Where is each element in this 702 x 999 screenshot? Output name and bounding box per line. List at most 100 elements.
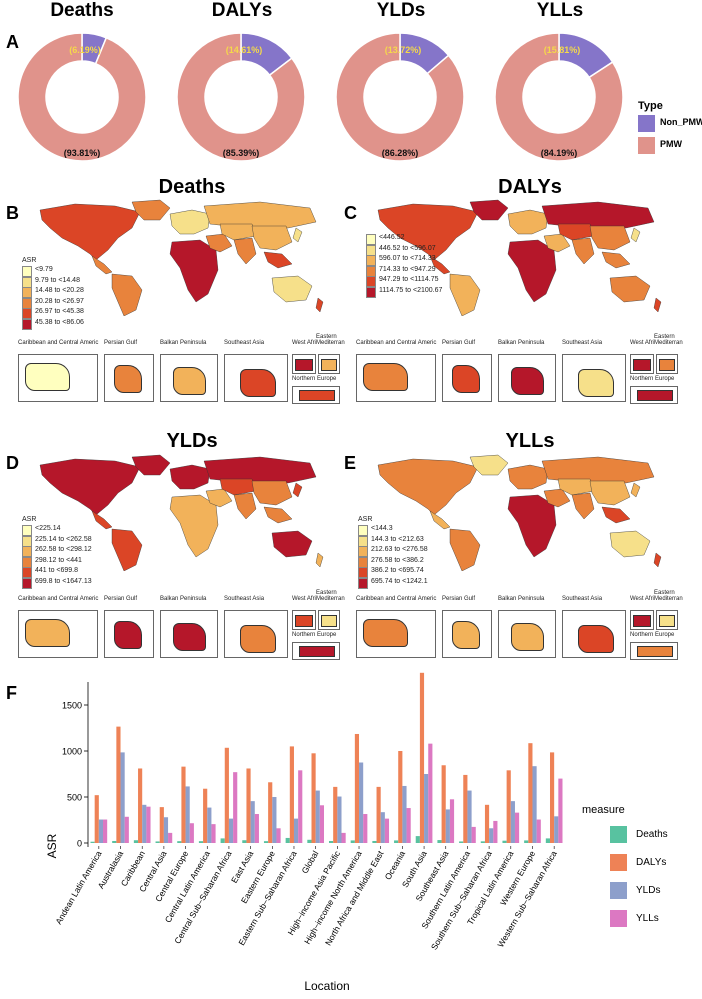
x-tick-label: Global — [299, 849, 320, 875]
inset-label-caribbean: Caribbean and Central Americ — [18, 596, 99, 602]
bar-ylds — [510, 801, 515, 843]
bar-ylds — [185, 786, 190, 843]
map-region-middle-east — [205, 488, 233, 508]
bar-ylls — [471, 826, 476, 843]
map-legend-swatch — [22, 287, 32, 298]
map-region-south-america — [111, 528, 143, 571]
map-region-russia — [541, 456, 655, 484]
inset-map-neurope — [630, 642, 678, 660]
bar-dalys — [138, 768, 143, 843]
bar-ylls — [449, 799, 455, 843]
legend-label-pmw: PMW — [660, 139, 682, 149]
map-legend-title: ASR — [22, 516, 37, 523]
map-legend-title: ASR — [358, 516, 373, 523]
bar-dalys — [268, 782, 273, 843]
bar-ylds — [250, 801, 255, 843]
inset-label-westafr: West Afri — [292, 340, 316, 346]
bar-ylds — [293, 818, 299, 843]
map-region-central-asia — [219, 223, 257, 241]
map-region-middle-east — [205, 233, 233, 253]
y-tick-label: 500 — [67, 793, 82, 803]
map-legend-label: 45.38 to <86.06 — [35, 318, 84, 326]
map-region-central-asia — [219, 478, 257, 496]
inset-label-neurope: Northern Europe — [292, 632, 337, 638]
inset-map-eastmed — [656, 354, 678, 374]
map-region-europe — [169, 209, 211, 235]
bar-dalys — [94, 795, 99, 843]
inset-label-caribbean: Caribbean and Central Americ — [356, 340, 437, 346]
y-tick-label: 0 — [77, 839, 82, 849]
bar-deaths — [90, 841, 95, 843]
type-legend-title: Type — [638, 100, 663, 112]
map-region-new-zealand — [315, 552, 324, 568]
map-region-south-america — [449, 273, 481, 316]
bar-ylls — [341, 832, 346, 843]
map-region-japan — [292, 227, 303, 243]
donut-ylds: (13.72%) (86.28%) — [335, 32, 465, 162]
bar-ylls — [189, 823, 194, 843]
map-legend-label: 695.74 to <1242.1 — [371, 577, 428, 585]
inset-label-westafr: West Afri — [630, 340, 654, 346]
map-region-central-asia — [557, 478, 595, 496]
map-legend-label: <225.14 — [35, 525, 61, 532]
map-region-china — [251, 225, 293, 251]
donut-label-non-pmw: (13.72%) — [385, 45, 422, 55]
inset-map-eastmed — [318, 354, 340, 374]
bar-dalys — [181, 766, 186, 843]
bar-ylls — [298, 770, 303, 843]
donut-title-ylls: YLLs — [536, 0, 584, 21]
map-legend-swatch — [22, 556, 32, 568]
inset-label-balkan: Balkan Peninsula — [498, 596, 545, 602]
bar-ylds — [163, 817, 169, 843]
map-legend-row: 695.74 to <1242.1 — [358, 577, 428, 589]
inset-map-balkan — [498, 610, 556, 658]
inset-label-balkan: Balkan Peninsula — [498, 340, 545, 346]
map-legend-swatch — [22, 546, 32, 557]
bar-deaths — [177, 841, 182, 843]
world-map-deaths — [39, 199, 324, 316]
bar-dalys — [203, 788, 208, 843]
map-legend-row: 262.58 to <298.12 — [22, 546, 92, 557]
map-region-africa — [507, 494, 557, 558]
bar-dalys — [159, 807, 164, 843]
map-region-middle-east — [543, 488, 571, 508]
map-legend-label: 26.97 to <45.38 — [35, 308, 84, 315]
map-region-new-zealand — [653, 552, 662, 568]
bar-dalys — [376, 786, 381, 843]
map-legend-row: 386.2 to <695.74 — [358, 567, 424, 578]
legend-swatch-ylls — [610, 910, 627, 927]
inset-label-balkan: Balkan Peninsula — [160, 340, 207, 346]
map-legend-label: <144.3 — [371, 525, 393, 532]
bar-dalys — [528, 743, 533, 843]
bar-ylls — [428, 743, 433, 843]
inset-label-seasia: Southeast Asia — [224, 596, 265, 602]
bar-ylls — [536, 819, 541, 843]
bar-deaths — [502, 840, 507, 843]
map-legend-label: 947.29 to <1114.75 — [379, 276, 439, 283]
bar-ylds — [272, 797, 277, 843]
inset-map-persian — [104, 610, 154, 658]
map-region-southeast-asia — [601, 251, 631, 269]
bar-ylls — [406, 808, 411, 843]
inset-map-westafr — [630, 354, 654, 374]
map-region-southeast-asia — [263, 506, 293, 524]
legend-swatch-deaths — [610, 826, 627, 843]
bar-ylds — [380, 812, 385, 843]
map-legend-label: <446.52 — [379, 234, 405, 241]
map-legend-swatch — [358, 546, 368, 557]
bar-ylds — [445, 809, 450, 843]
inset-label-eastmed: Eastern Mediterran — [316, 334, 345, 346]
panel-label-f: F — [6, 683, 17, 703]
map-legend-swatch — [366, 265, 376, 277]
map-region-europe — [507, 209, 549, 235]
map-region-australia — [271, 275, 313, 303]
bar-ylls — [254, 814, 259, 843]
map-legend-swatch — [366, 234, 376, 245]
map-legend-row: 225.14 to <262.58 — [22, 535, 92, 547]
type-legend: Type Non_PMW PMW — [638, 100, 702, 157]
map-legend-label: 14.48 to <20.28 — [35, 287, 84, 294]
bar-deaths — [350, 840, 355, 843]
bar-deaths — [198, 841, 204, 843]
inset-label-persian: Persian Gulf — [104, 340, 138, 346]
map-legend-row: <225.14 — [22, 525, 61, 536]
